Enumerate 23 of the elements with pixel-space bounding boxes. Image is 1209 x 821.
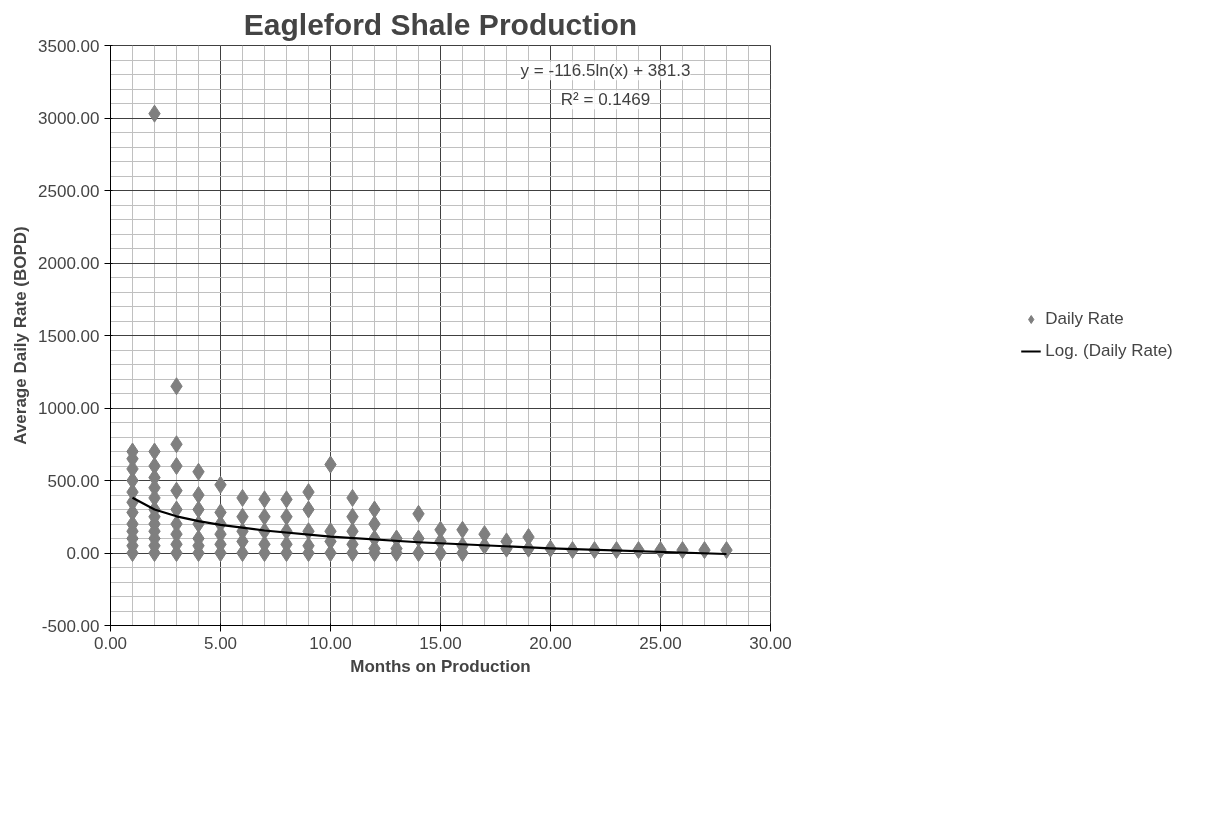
x-tick-label: 5.00 bbox=[203, 633, 238, 653]
x-tick-label: 20.00 bbox=[529, 633, 572, 653]
y-tick-label: 3000.00 bbox=[38, 109, 100, 128]
legend-label: Log. (Daily Rate) bbox=[1045, 341, 1173, 361]
x-axis-title: Months on Production bbox=[350, 656, 531, 676]
legend-label: Daily Rate bbox=[1045, 309, 1124, 329]
y-axis-title: Average Daily Rate (BOPD) bbox=[11, 226, 31, 445]
y-tick-label: 1500.00 bbox=[38, 326, 100, 346]
x-tick-label: 30.00 bbox=[749, 633, 792, 653]
annotation: y = -116.5ln(x) + 381.3 bbox=[520, 61, 691, 81]
x-tick-label: 10.00 bbox=[309, 633, 352, 653]
y-tick-label: 2500.00 bbox=[38, 181, 100, 201]
x-tick-label: 15.00 bbox=[419, 633, 462, 653]
y-tick-label: -500.00 bbox=[41, 616, 100, 636]
y-tick-label: 3500.00 bbox=[38, 36, 100, 56]
y-tick-label: 0.00 bbox=[66, 544, 100, 563]
y-tick-label: 1000.00 bbox=[38, 399, 100, 418]
annotation: R² = 0.1469 bbox=[560, 90, 651, 110]
y-tick-label: 500.00 bbox=[47, 471, 100, 491]
y-tick-label: 2000.00 bbox=[38, 254, 100, 273]
chart-title: Eagleford Shale Production bbox=[243, 7, 638, 41]
x-tick-label: 25.00 bbox=[639, 633, 682, 653]
x-tick-label: 0.00 bbox=[93, 633, 128, 653]
